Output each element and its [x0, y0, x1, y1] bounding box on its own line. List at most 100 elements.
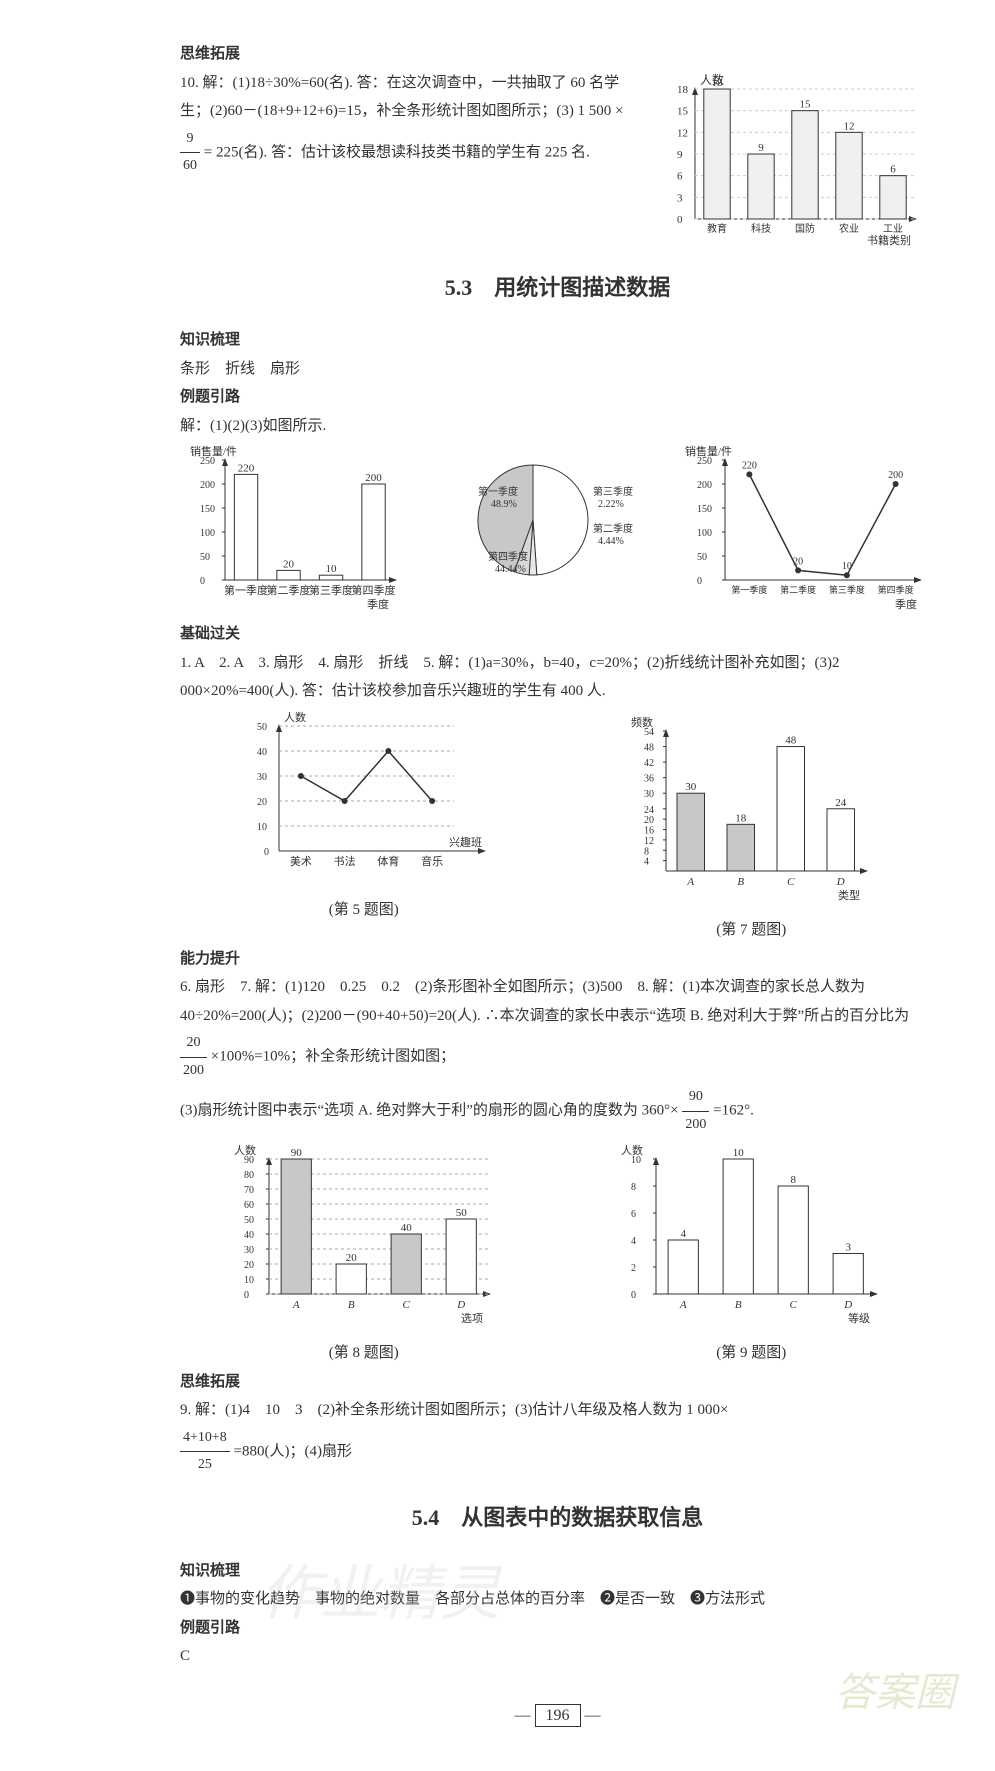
svg-text:B: B	[348, 1299, 355, 1311]
heading-jichu: 基础过关	[180, 620, 935, 649]
svg-text:15: 15	[677, 105, 689, 117]
nengli-frac2: 90 200	[682, 1084, 709, 1138]
svg-text:美术: 美术	[290, 855, 312, 868]
svg-text:30: 30	[686, 781, 698, 793]
svg-text:4.44%: 4.44%	[598, 536, 624, 547]
svg-text:0: 0	[631, 1290, 636, 1301]
svg-text:8: 8	[631, 1182, 636, 1193]
svg-text:3: 3	[677, 192, 683, 204]
svg-text:70: 70	[244, 1185, 254, 1196]
chart-bar-sales: 销售量/件季度050100150200250220第一季度20第二季度10第三季…	[180, 440, 410, 620]
frac-den: 200	[180, 1058, 207, 1085]
svg-text:30: 30	[257, 772, 267, 783]
svg-text:第一季度: 第一季度	[478, 485, 518, 498]
q9-block: 人数等级02468104A10B8C3D (第 9 题图)	[611, 1139, 891, 1368]
svg-text:0: 0	[264, 847, 269, 858]
page-number-value: 196	[535, 1704, 581, 1727]
svg-text:B: B	[738, 876, 745, 888]
svg-text:A: A	[292, 1299, 300, 1311]
nengli-part2: (3)扇形统计图中表示“选项 A. 绝对弊大于利”的扇形的圆心角的度数为 360…	[180, 1103, 682, 1119]
q9-solution: 9. 解：(1)4 10 3 (2)补全条形统计图如图所示；(3)估计八年级及格…	[180, 1396, 935, 1479]
svg-text:24: 24	[836, 797, 848, 809]
zhishi-5-3-text: 条形 折线 扇形	[180, 355, 935, 384]
svg-text:50: 50	[257, 722, 267, 733]
frac-den: 200	[682, 1112, 709, 1139]
page-root: 思维拓展 10. 解：(1)18÷30%=60(名). 答：在这次调查中，一共抽…	[0, 0, 995, 1771]
q9-caption: (第 9 题图)	[611, 1339, 891, 1368]
svg-text:第三季度: 第三季度	[593, 485, 633, 498]
svg-text:18: 18	[677, 84, 689, 96]
svg-text:50: 50	[244, 1215, 254, 1226]
page-number: — 196 —	[180, 1701, 935, 1731]
svg-text:48: 48	[786, 734, 798, 746]
svg-text:18: 18	[712, 77, 724, 89]
svg-text:250: 250	[200, 456, 215, 467]
q8-q9-row: 人数选项010203040506070809090A20B40C50D (第 8…	[180, 1139, 935, 1368]
section-5-4-title: 5.4 从图表中的数据获取信息	[180, 1497, 935, 1539]
svg-text:2: 2	[631, 1263, 636, 1274]
nengli-part1: 6. 扇形 7. 解：(1)120 0.25 0.2 (2)条形图补全如图所示；…	[180, 979, 909, 1024]
svg-text:书籍类别: 书籍类别	[867, 233, 911, 247]
svg-text:150: 150	[697, 504, 712, 515]
q9-sol-b: =880(人)；(4)扇形	[234, 1443, 352, 1459]
heading-siwei-2: 思维拓展	[180, 1368, 935, 1397]
svg-text:国防: 国防	[795, 222, 815, 235]
liti-5-3-text: 解：(1)(2)(3)如图所示.	[180, 412, 935, 441]
zhishi-5-4-text: ❶事物的变化趋势 事物的绝对数量 各部分占总体的百分率 ❷是否一致 ❸方法形式	[180, 1585, 935, 1614]
svg-text:12: 12	[844, 120, 855, 132]
svg-text:40: 40	[244, 1230, 254, 1241]
svg-text:0: 0	[677, 214, 683, 226]
svg-text:20: 20	[644, 815, 654, 826]
svg-text:6: 6	[677, 170, 683, 182]
q5-block: 人数兴趣班10203040500美术书法体育音乐 (第 5 题图)	[234, 706, 494, 925]
svg-text:8: 8	[644, 846, 649, 857]
svg-text:6: 6	[890, 163, 896, 175]
svg-text:2.22%: 2.22%	[598, 499, 624, 510]
svg-text:40: 40	[400, 1222, 412, 1234]
q7-caption: (第 7 题图)	[621, 916, 881, 945]
sales-charts-row: 销售量/件季度050100150200250220第一季度20第二季度10第三季…	[180, 440, 935, 620]
chart-q10-bar: 人数书籍类别036912151818教育9科技15国防12农业6工业	[655, 69, 935, 249]
svg-text:9: 9	[677, 149, 683, 161]
svg-text:10: 10	[244, 1275, 254, 1286]
svg-text:农业: 农业	[839, 222, 859, 235]
svg-text:人数: 人数	[284, 711, 306, 724]
svg-text:20: 20	[257, 797, 267, 808]
svg-text:50: 50	[697, 552, 707, 563]
svg-text:50: 50	[455, 1207, 467, 1219]
svg-text:第二季度: 第二季度	[780, 584, 816, 595]
svg-text:C: C	[402, 1299, 410, 1311]
svg-text:4: 4	[644, 856, 649, 867]
svg-text:44.44%: 44.44%	[495, 564, 526, 575]
svg-text:第三季度: 第三季度	[829, 584, 865, 595]
svg-text:30: 30	[244, 1245, 254, 1256]
svg-text:90: 90	[244, 1155, 254, 1166]
svg-text:12: 12	[677, 127, 688, 139]
svg-text:10: 10	[631, 1155, 641, 1166]
svg-text:4: 4	[681, 1228, 687, 1240]
svg-text:20: 20	[244, 1260, 254, 1271]
svg-text:42: 42	[644, 758, 654, 769]
svg-text:54: 54	[644, 727, 654, 738]
svg-text:220: 220	[238, 463, 255, 475]
svg-text:C: C	[790, 1299, 798, 1311]
svg-text:类型: 类型	[838, 888, 860, 902]
svg-text:200: 200	[365, 472, 382, 484]
svg-text:第二季度: 第二季度	[593, 522, 633, 535]
q8-caption: (第 8 题图)	[224, 1339, 504, 1368]
svg-text:200: 200	[697, 480, 712, 491]
svg-text:0: 0	[244, 1290, 249, 1301]
svg-text:24: 24	[644, 805, 654, 816]
frac-num: 90	[682, 1084, 709, 1112]
svg-text:选项: 选项	[461, 1312, 483, 1325]
svg-text:250: 250	[697, 456, 712, 467]
nengli-part2b: =162°.	[713, 1103, 754, 1119]
svg-text:B: B	[735, 1299, 742, 1311]
svg-text:100: 100	[697, 528, 712, 539]
svg-text:10: 10	[326, 563, 338, 575]
svg-text:等级: 等级	[848, 1311, 870, 1325]
svg-text:10: 10	[733, 1147, 745, 1159]
svg-text:第四季度: 第四季度	[352, 583, 396, 597]
svg-text:40: 40	[257, 747, 267, 758]
frac-num: 4+10+8	[180, 1425, 230, 1453]
